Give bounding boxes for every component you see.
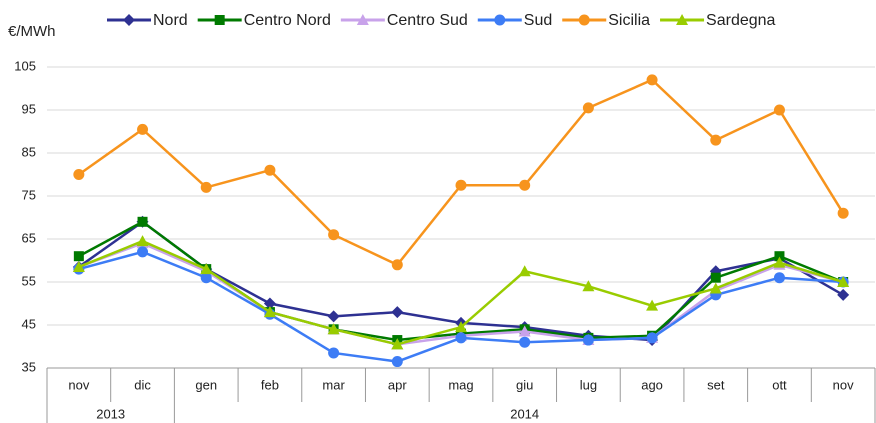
x-tick-label: apr — [388, 377, 407, 392]
y-tick-label: 35 — [22, 359, 36, 374]
data-point — [773, 104, 785, 116]
data-point — [327, 323, 340, 335]
legend-marker — [123, 14, 135, 26]
x-tick-label: set — [707, 377, 725, 392]
x-tick-label: giu — [516, 377, 533, 392]
data-point — [263, 306, 276, 318]
legend-marker — [214, 15, 225, 25]
x-tick-label: mag — [448, 377, 473, 392]
legend-marker — [676, 14, 689, 25]
data-point — [518, 265, 531, 277]
y-tick-label: 65 — [22, 230, 36, 245]
data-point — [773, 272, 785, 284]
x-tick-label: lug — [580, 377, 597, 392]
x-tick-label: gen — [195, 377, 217, 392]
data-point — [137, 216, 148, 227]
data-point — [709, 282, 722, 294]
year-label: 2013 — [96, 406, 125, 421]
y-tick-label: 85 — [22, 144, 36, 159]
x-tick-label: nov — [68, 377, 89, 392]
data-point — [137, 123, 149, 135]
data-point — [72, 260, 85, 272]
data-point — [582, 334, 594, 346]
legend-label: Centro Nord — [244, 12, 331, 29]
legend-label: Sardegna — [706, 12, 775, 29]
data-point — [582, 102, 594, 114]
x-tick-label: dic — [134, 377, 151, 392]
data-point — [837, 288, 850, 301]
data-point — [328, 229, 340, 241]
y-tick-label: 45 — [22, 316, 36, 331]
data-point — [646, 299, 659, 311]
data-point — [391, 306, 404, 319]
legend-marker — [356, 14, 369, 25]
data-point — [455, 179, 467, 191]
data-point — [263, 297, 276, 310]
data-point — [519, 336, 531, 348]
legend-label: Centro Sud — [387, 12, 468, 29]
data-point — [73, 251, 84, 262]
data-point — [774, 251, 785, 262]
legend: Nord Centro Nord Centro Sud Sud Sicilia Sarde… — [107, 12, 776, 29]
y-tick-label: 55 — [22, 273, 36, 288]
data-point — [327, 310, 340, 323]
x-tick-label: nov — [833, 377, 854, 392]
y-unit: €/MWh — [8, 23, 56, 40]
x-tick-label: feb — [261, 377, 279, 392]
data-point — [518, 325, 531, 337]
data-point — [646, 332, 658, 344]
legend-label: Sud — [524, 12, 552, 29]
data-point — [837, 207, 849, 219]
data-point — [582, 280, 595, 292]
data-point — [391, 338, 404, 350]
data-point — [837, 276, 850, 287]
y-tick-label: 95 — [22, 101, 36, 116]
y-tick-label: 75 — [22, 187, 36, 202]
legend-marker — [494, 14, 506, 26]
x-tick-label: mar — [322, 377, 345, 392]
data-point — [710, 272, 721, 283]
x-tick-label: ott — [772, 377, 787, 392]
legend-label: Sicilia — [608, 12, 650, 29]
series-line — [78, 78, 845, 267]
data-point — [136, 235, 149, 247]
data-point — [200, 263, 213, 275]
data-point — [391, 259, 403, 271]
data-point — [455, 332, 467, 344]
data-point — [455, 321, 467, 333]
data-point — [773, 256, 786, 268]
data-point — [391, 356, 403, 368]
y-tick-label: 105 — [14, 58, 36, 73]
legend-marker — [578, 14, 590, 26]
data-point — [710, 134, 722, 146]
data-point — [200, 272, 212, 284]
data-point — [264, 164, 276, 176]
data-point — [646, 74, 658, 86]
x-tick-label: ago — [641, 377, 663, 392]
legend-label: Nord — [153, 12, 188, 29]
year-label: 2014 — [510, 406, 539, 421]
data-point — [328, 347, 340, 359]
data-point — [200, 181, 212, 193]
data-point — [519, 179, 531, 191]
data-point — [73, 169, 85, 180]
data-point — [137, 246, 149, 258]
